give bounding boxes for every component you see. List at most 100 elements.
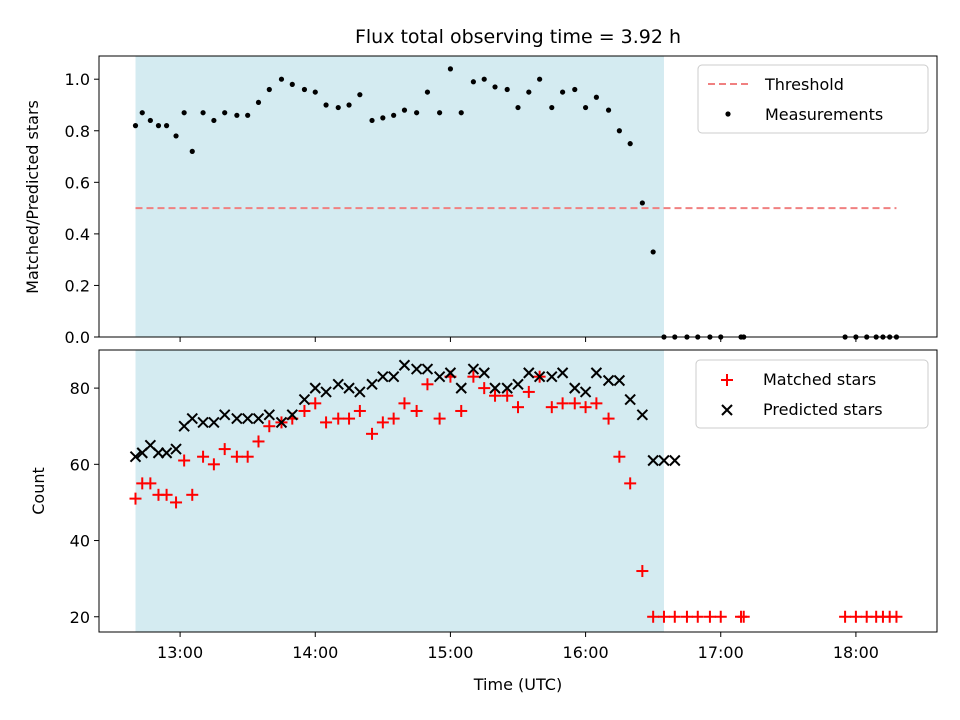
legend-measurements-label: Measurements — [765, 105, 883, 124]
matched-star-point — [668, 610, 681, 623]
matched-star-point — [489, 389, 502, 402]
predicted-star-point — [590, 367, 603, 379]
matched-star-point — [636, 565, 649, 578]
predicted-star-point — [252, 412, 265, 425]
predicted-star-point — [298, 393, 311, 406]
measurement-point — [245, 112, 251, 118]
predicted-star-point — [231, 412, 243, 425]
top-y-tick-label: 1.0 — [65, 70, 90, 89]
predicted-star-point — [197, 416, 209, 429]
matched-star-point — [613, 450, 626, 463]
predicted-star-point — [421, 363, 434, 375]
measurement-point — [616, 128, 622, 134]
bottom-shaded-span — [135, 350, 664, 632]
measurement-point — [163, 123, 170, 129]
matched-star-point — [197, 450, 210, 463]
matched-star-point — [545, 401, 558, 414]
measurement-point — [380, 115, 386, 121]
bottom-x-tick-label: 18:00 — [833, 643, 879, 662]
bottom-y-axis-label: Count — [29, 467, 48, 515]
predicted-star-point — [569, 382, 581, 394]
measurement-point — [278, 76, 285, 82]
bottom-y-tick-label: 40 — [70, 532, 90, 551]
matched-star-point — [332, 412, 345, 425]
predicted-star-point — [624, 393, 636, 406]
matched-star-point — [467, 370, 480, 383]
matched-star-point — [144, 477, 157, 490]
measurement-point — [401, 107, 408, 113]
matched-star-point — [387, 412, 400, 425]
measurement-point — [458, 110, 464, 116]
matched-star-point — [647, 610, 660, 623]
matched-star-point — [129, 492, 142, 505]
matched-star-point — [568, 397, 581, 410]
matched-star-point — [522, 385, 535, 398]
predicted-star-point — [263, 409, 276, 421]
predicted-star-point — [613, 374, 626, 387]
predicted-star-point — [366, 378, 378, 391]
top-shaded-span — [135, 56, 664, 337]
predicted-star-point — [647, 454, 659, 467]
measurement-point — [582, 104, 589, 111]
measurement-point — [526, 89, 532, 95]
top-panel: 0.0 0.2 0.4 0.6 0.8 1.0 Flux total observing … — [23, 26, 938, 347]
measurement-point — [289, 81, 295, 87]
measurement-point — [147, 117, 153, 124]
measurement-point — [605, 107, 612, 113]
predicted-star-point — [455, 382, 467, 394]
predicted-star-point — [636, 409, 649, 421]
matched-star-point — [353, 404, 366, 417]
bottom-y-tick-label: 60 — [70, 455, 90, 474]
top-y-tick-label: 0.6 — [65, 173, 90, 192]
matched-star-point — [657, 610, 670, 623]
bottom-x-tick-label: 14:00 — [292, 643, 338, 662]
predicted-star-point — [309, 382, 321, 394]
matched-star-point — [398, 397, 411, 410]
measurement-point — [211, 117, 217, 124]
predicted-star-point — [489, 382, 501, 394]
measurement-point — [301, 86, 308, 93]
predicted-star-point — [160, 447, 173, 459]
top-y-tick-label: 0.8 — [65, 122, 90, 141]
measurement-point — [139, 110, 145, 116]
matched-star-point — [512, 401, 524, 414]
matched-star-point — [343, 412, 356, 425]
predicted-star-point — [602, 374, 615, 387]
matched-star-point — [241, 450, 254, 463]
matched-star-point — [230, 450, 243, 463]
measurement-point — [515, 104, 521, 111]
measurement-point — [481, 76, 487, 82]
measurement-point — [335, 104, 341, 111]
matched-star-point — [366, 427, 379, 440]
matched-star-point — [320, 416, 333, 429]
matched-star-point — [602, 412, 615, 425]
top-y-tick-label: 0.2 — [65, 276, 90, 295]
matched-star-point — [624, 477, 637, 490]
measurement-point — [492, 84, 498, 90]
top-title: Flux total observing time = 3.92 h — [355, 26, 681, 48]
predicted-star-point — [546, 370, 558, 383]
predicted-star-point — [377, 370, 389, 383]
predicted-star-point — [320, 386, 332, 398]
top-y-axis-label: Matched/Predicted stars — [23, 100, 42, 294]
measurement-point — [173, 133, 179, 139]
measurement-point — [549, 104, 555, 111]
measurement-point — [132, 123, 139, 129]
top-legend: Threshold Measurements — [697, 64, 929, 134]
predicted-star-point — [286, 409, 298, 421]
predicted-star-point — [208, 416, 220, 429]
bottom-x-tick-label: 16:00 — [563, 643, 609, 662]
top-legend-box — [697, 64, 929, 134]
predicted-star-point — [410, 363, 423, 375]
matched-star-point — [691, 610, 704, 623]
predicted-star-point — [478, 367, 490, 379]
predicted-star-point — [129, 450, 142, 463]
predicted-star-point — [501, 382, 513, 394]
measurement-point — [312, 89, 318, 95]
predicted-star-point — [444, 367, 457, 379]
predicted-star-point — [398, 359, 411, 371]
predicted-star-point — [579, 386, 592, 398]
matched-star-point — [501, 389, 514, 402]
predicted-star-point — [533, 370, 546, 383]
matched-star-point — [590, 397, 603, 410]
